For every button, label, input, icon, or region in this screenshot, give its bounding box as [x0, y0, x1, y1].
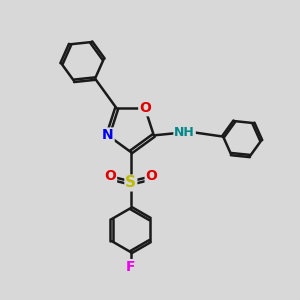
Text: S: S — [125, 176, 136, 190]
Text: O: O — [139, 101, 151, 116]
Text: F: F — [126, 260, 136, 274]
Text: NH: NH — [174, 126, 195, 139]
Text: O: O — [104, 169, 116, 183]
Text: O: O — [146, 169, 158, 183]
Text: N: N — [102, 128, 114, 142]
